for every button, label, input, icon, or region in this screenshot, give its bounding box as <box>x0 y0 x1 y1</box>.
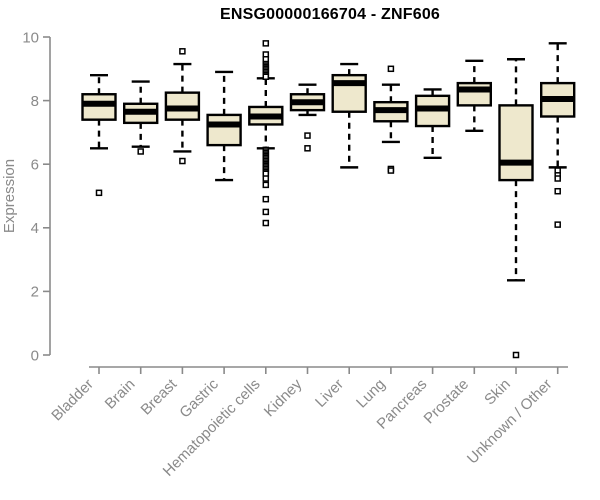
outlier-marker <box>262 73 270 80</box>
outlier-marker <box>179 157 186 165</box>
outlier-marker <box>262 195 270 203</box>
x-tick-label-breast: Breast <box>138 375 181 418</box>
boxplot-unknown-other <box>540 42 576 228</box>
outlier-marker <box>304 132 311 139</box>
boxplot-gastric <box>206 70 242 182</box>
x-tick-label-brain: Brain <box>102 376 139 413</box>
boxplot-skin <box>498 58 534 359</box>
box-rect <box>81 93 117 121</box>
y-axis: 0 2 4 6 8 10 Expression <box>1 29 51 364</box>
outlier-marker <box>512 351 520 359</box>
outlier-marker <box>262 40 270 47</box>
outlier-marker <box>262 219 270 227</box>
box-rect <box>498 104 534 182</box>
y-tick-label: 8 <box>31 93 39 110</box>
outlier-marker <box>554 187 561 195</box>
boxplot-pancreas <box>414 88 451 160</box>
y-tick-label: 2 <box>31 284 39 301</box>
outlier-marker <box>262 175 270 182</box>
y-tick-label: 4 <box>31 220 39 237</box>
box-rect <box>456 81 492 107</box>
x-tick-label-kidney: Kidney <box>261 375 306 420</box>
boxplot-kidney <box>289 83 326 152</box>
outlier-marker <box>304 145 311 152</box>
outlier-marker <box>179 48 186 55</box>
x-tick-label-bladder: Bladder <box>48 376 97 425</box>
x-tick-label-lung: Lung <box>353 376 389 412</box>
y-axis-title: Expression <box>1 159 18 233</box>
chart-title: ENSG00000166704 - ZNF606 <box>219 6 441 23</box>
outlier-marker <box>387 65 395 73</box>
boxplot-breast <box>164 48 201 165</box>
outlier-marker <box>262 208 270 216</box>
boxplot-hematopoietic-cells <box>248 40 284 227</box>
y-tick-label: 10 <box>22 29 39 46</box>
outlier-marker <box>95 189 103 197</box>
boxplot-lung <box>373 65 409 174</box>
outlier-marker <box>554 175 561 182</box>
outlier-marker <box>262 181 270 189</box>
x-tick-label-skin: Skin <box>481 376 514 409</box>
outlier-marker <box>137 148 144 155</box>
outlier-marker <box>387 167 395 174</box>
y-tick-label: 0 <box>31 347 39 364</box>
outlier-marker <box>554 221 561 228</box>
y-tick-label: 6 <box>31 156 39 173</box>
box-rect <box>206 113 242 147</box>
boxplot-brain <box>122 80 159 155</box>
boxplot-prostate <box>456 59 492 133</box>
boxplot-bladder <box>81 73 117 197</box>
boxplot-liver <box>331 62 367 169</box>
x-tick-label-prostate: Prostate <box>421 376 473 428</box>
x-tick-label-liver: Liver <box>312 376 347 411</box>
